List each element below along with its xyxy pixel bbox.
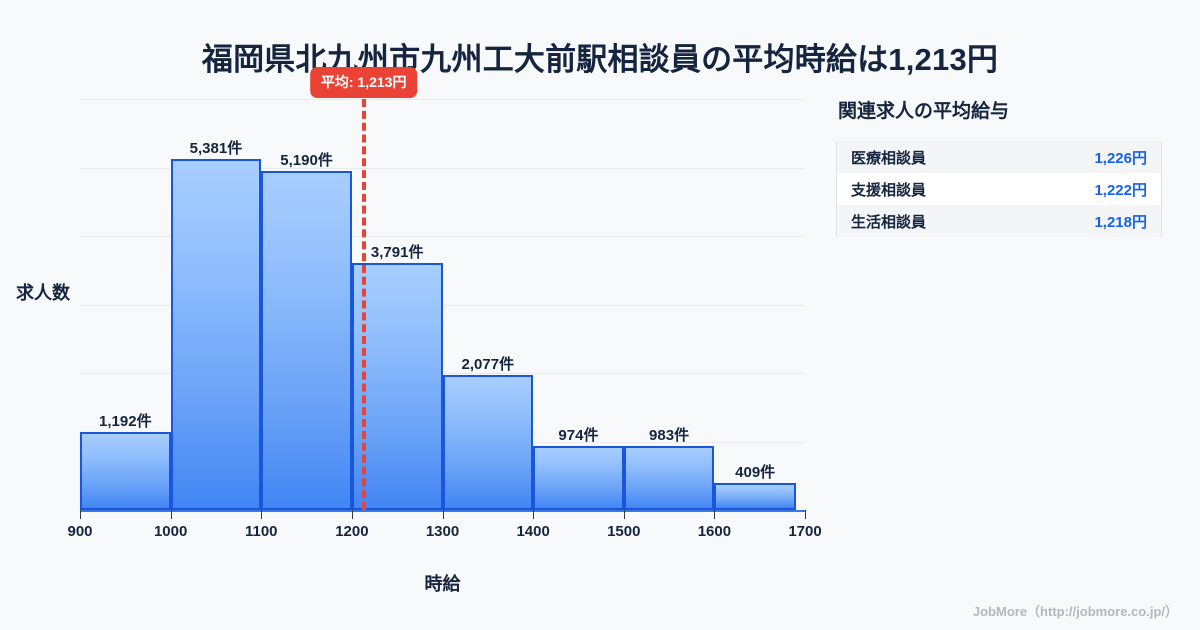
x-axis-tick-label: 1700 xyxy=(788,523,822,540)
related-salary-row: 医療相談員 1,226円 xyxy=(837,141,1161,173)
related-salary-amount: 1,226円 xyxy=(1094,149,1147,167)
histogram-bar xyxy=(351,262,443,510)
x-axis-tick xyxy=(442,510,444,519)
x-axis-tick xyxy=(170,510,172,519)
histogram-bar xyxy=(623,445,715,510)
x-axis-tick xyxy=(623,510,625,519)
footer-attribution: JobMore（http://jobmore.co.jp/） xyxy=(972,604,1178,619)
histogram-bar xyxy=(170,158,262,510)
histogram-chart: 求人数 1,192件 5,381件 5,190件 3,791件 2,077件 974件 98… xyxy=(16,67,822,594)
histogram-bar xyxy=(80,432,171,510)
x-axis-label: 時給 xyxy=(424,574,461,594)
related-salary-heading: 関連求人の平均給与 xyxy=(838,101,1010,122)
related-salary-job-title: 支援相談員 xyxy=(851,181,927,199)
y-gridline xyxy=(80,236,805,237)
bar-value-label: 5,381件 xyxy=(189,139,243,157)
average-badge: 平均: 1,213円 xyxy=(309,67,418,98)
related-salary-table: 医療相談員 1,226円支援相談員 1,222円生活相談員 1,218円 xyxy=(836,141,1162,237)
x-axis-tick-label: 1200 xyxy=(335,523,369,540)
histogram-bar xyxy=(533,446,624,510)
y-gridline xyxy=(80,373,805,374)
bar-value-label: 2,077件 xyxy=(461,355,515,373)
x-axis-tick-label: 1000 xyxy=(153,523,188,540)
related-salary-job-title: 生活相談員 xyxy=(851,213,927,231)
x-axis-tick xyxy=(80,510,81,519)
bar-value-label: 983件 xyxy=(649,426,690,444)
related-salary-row: 支援相談員 1,222円 xyxy=(837,173,1161,205)
plot-area: 1,192件 5,381件 5,190件 3,791件 2,077件 974件 983件 40… xyxy=(67,67,822,540)
y-gridline xyxy=(80,304,805,306)
x-axis-tick xyxy=(714,510,716,519)
bar-value-label: 974件 xyxy=(558,427,599,445)
bar-value-label: 5,190件 xyxy=(280,152,333,170)
histogram-bar xyxy=(442,374,534,510)
related-salary-row: 生活相談員 1,218円 xyxy=(837,205,1161,237)
related-salary-amount: 1,222円 xyxy=(1094,181,1147,199)
histogram-bar xyxy=(714,483,796,510)
average-line xyxy=(361,99,366,510)
x-axis-tick xyxy=(261,510,263,519)
related-salary-panel: 関連求人の平均給与 医療相談員 1,226円支援相談員 1,222円生活相談員 1,2… xyxy=(836,96,1166,237)
x-axis-tick xyxy=(805,510,806,519)
x-axis-tick-label: 1100 xyxy=(244,523,278,540)
x-axis-tick-label: 1400 xyxy=(516,523,550,540)
bar-value-label: 409件 xyxy=(735,464,776,482)
y-axis-label: 求人数 xyxy=(16,283,70,303)
x-axis-tick-label: 900 xyxy=(67,523,93,540)
related-salary-job-title: 医療相談員 xyxy=(851,149,927,167)
bar-value-label: 3,791件 xyxy=(370,243,424,261)
y-gridline xyxy=(80,99,805,100)
x-axis-tick-label: 1600 xyxy=(697,523,732,540)
histogram-bar xyxy=(261,171,352,510)
x-axis-tick-label: 1300 xyxy=(425,523,460,540)
x-axis-tick-label: 1500 xyxy=(607,523,641,540)
bar-value-label: 1,192件 xyxy=(99,413,152,431)
x-axis-tick xyxy=(351,510,353,519)
related-salary-amount: 1,218円 xyxy=(1094,213,1147,231)
y-gridline xyxy=(80,167,805,169)
x-axis-tick xyxy=(533,510,535,519)
